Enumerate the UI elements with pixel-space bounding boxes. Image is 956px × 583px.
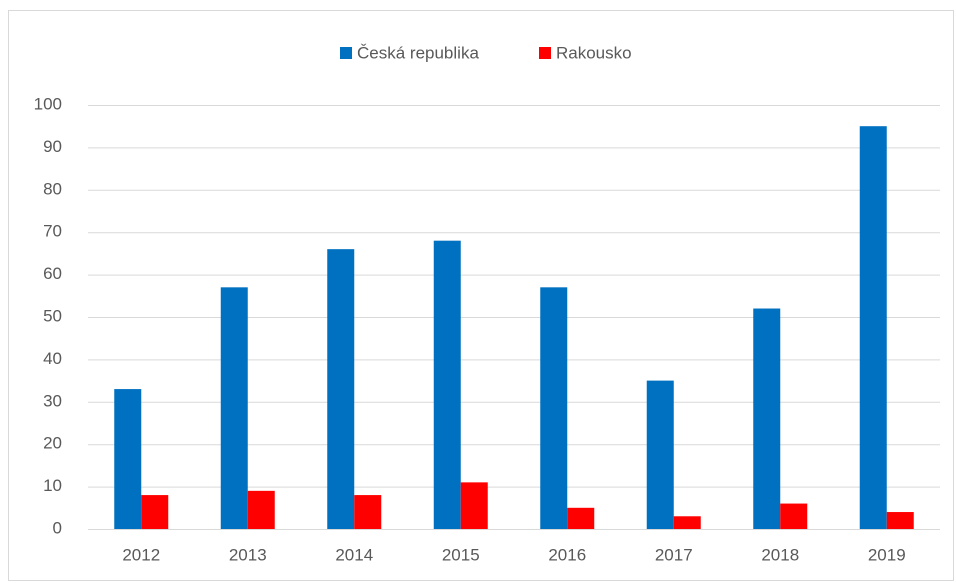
x-tick-label: 2015 <box>442 545 480 564</box>
x-tick-label: 2013 <box>229 545 267 564</box>
y-tick-label: 40 <box>43 349 62 368</box>
bar <box>886 512 914 529</box>
y-tick-label: 80 <box>43 179 62 198</box>
bar <box>460 482 488 529</box>
bar <box>567 507 595 529</box>
bar <box>646 380 674 529</box>
bar <box>327 249 355 529</box>
x-tick-label: 2014 <box>335 545 373 564</box>
bar <box>673 516 701 529</box>
y-tick-label: 100 <box>34 94 62 113</box>
legend-label: Rakousko <box>556 43 632 62</box>
bar <box>433 240 461 529</box>
y-tick-label: 60 <box>43 264 62 283</box>
y-tick-label: 10 <box>43 476 62 495</box>
bar <box>114 389 142 529</box>
x-tick-label: 2012 <box>122 545 160 564</box>
bar <box>540 287 568 529</box>
y-tick-label: 30 <box>43 391 62 410</box>
x-tick-label: 2016 <box>548 545 586 564</box>
x-tick-label: 2019 <box>868 545 906 564</box>
bar <box>753 308 781 529</box>
bar <box>220 287 248 529</box>
y-tick-label: 50 <box>43 306 62 325</box>
bar <box>247 490 275 529</box>
x-tick-label: 2018 <box>761 545 799 564</box>
bar <box>780 503 808 529</box>
y-tick-label: 90 <box>43 137 62 156</box>
legend-label: Česká republika <box>357 43 479 62</box>
legend-swatch <box>539 47 551 59</box>
y-tick-label: 70 <box>43 222 62 241</box>
bar <box>141 495 169 529</box>
legend-swatch <box>340 47 352 59</box>
bar <box>354 495 382 529</box>
bar <box>859 126 887 529</box>
y-tick-label: 0 <box>53 518 62 537</box>
y-tick-label: 20 <box>43 434 62 453</box>
x-tick-label: 2017 <box>655 545 693 564</box>
